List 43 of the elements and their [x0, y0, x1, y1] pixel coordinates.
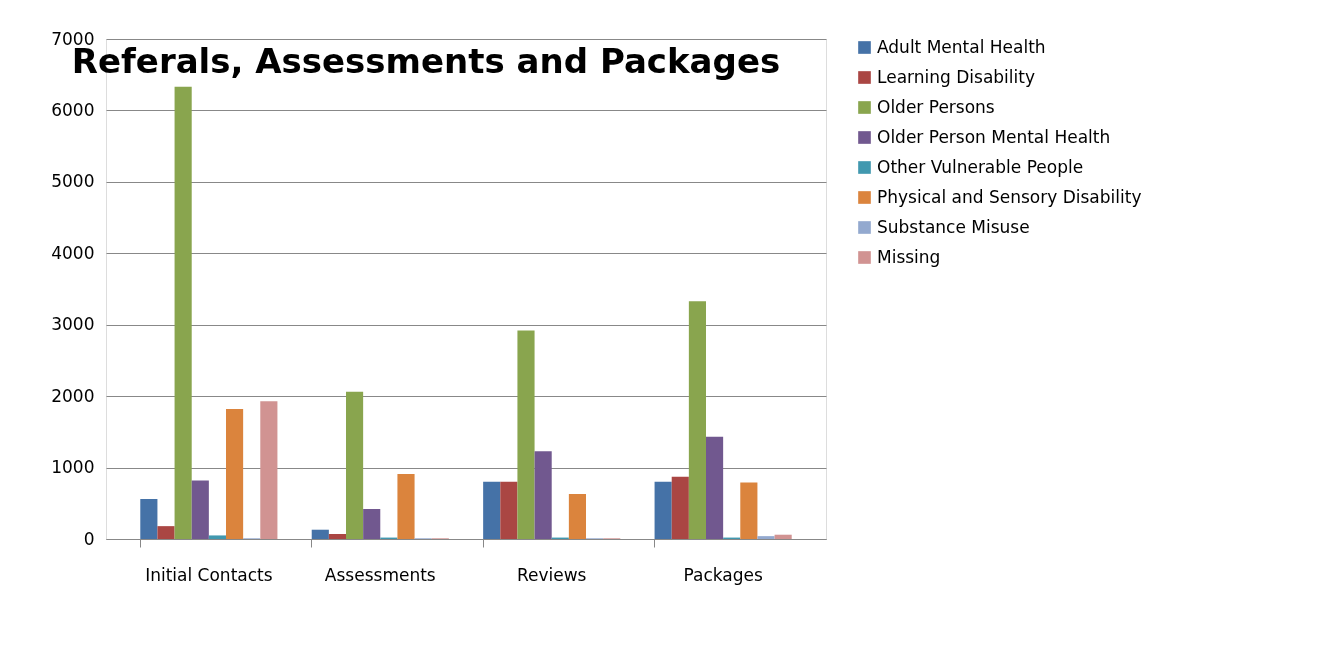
legend-label: Learning Disability [877, 66, 1035, 87]
bar [191, 480, 209, 539]
x-tick-label: Reviews [516, 564, 587, 585]
bar [774, 534, 792, 539]
legend-label: Missing [877, 246, 941, 267]
bar [740, 482, 758, 539]
y-tick-label: 4000 [51, 242, 95, 263]
y-tick-label: 3000 [51, 314, 95, 335]
legend-label: Older Persons [877, 96, 995, 117]
x-tick-label: Packages [683, 564, 763, 585]
bar [534, 451, 552, 539]
bar [311, 529, 329, 539]
bar [483, 481, 501, 539]
bar [688, 301, 706, 539]
bar [226, 409, 244, 539]
legend-label: Other Vulnerable People [877, 156, 1084, 177]
bar [140, 499, 158, 539]
bar [500, 481, 518, 539]
bar [706, 436, 724, 539]
x-tick-label: Assessments [324, 564, 436, 585]
bar [346, 391, 364, 539]
bar [363, 509, 381, 539]
bar [208, 535, 226, 539]
bar [328, 534, 346, 539]
bar [517, 330, 535, 539]
bar [568, 494, 586, 539]
bar [157, 526, 175, 539]
y-tick-label: 2000 [51, 385, 95, 406]
bar [174, 86, 192, 539]
y-tick-label: 1000 [51, 457, 95, 478]
bar [671, 476, 689, 539]
bar [654, 481, 672, 539]
legend-label: Physical and Sensory Disability [877, 186, 1142, 207]
legend-label: Adult Mental Health [877, 36, 1046, 57]
legend-label: Substance Misuse [877, 216, 1030, 237]
bar [757, 536, 775, 539]
y-tick-label: 0 [83, 528, 95, 549]
y-tick-label: 5000 [51, 171, 95, 192]
x-tick-label: Initial Contacts [145, 564, 273, 585]
y-tick-label: 6000 [51, 99, 95, 120]
bar [260, 401, 278, 539]
legend-label: Older Person Mental Health [877, 126, 1111, 147]
bar [397, 474, 415, 539]
